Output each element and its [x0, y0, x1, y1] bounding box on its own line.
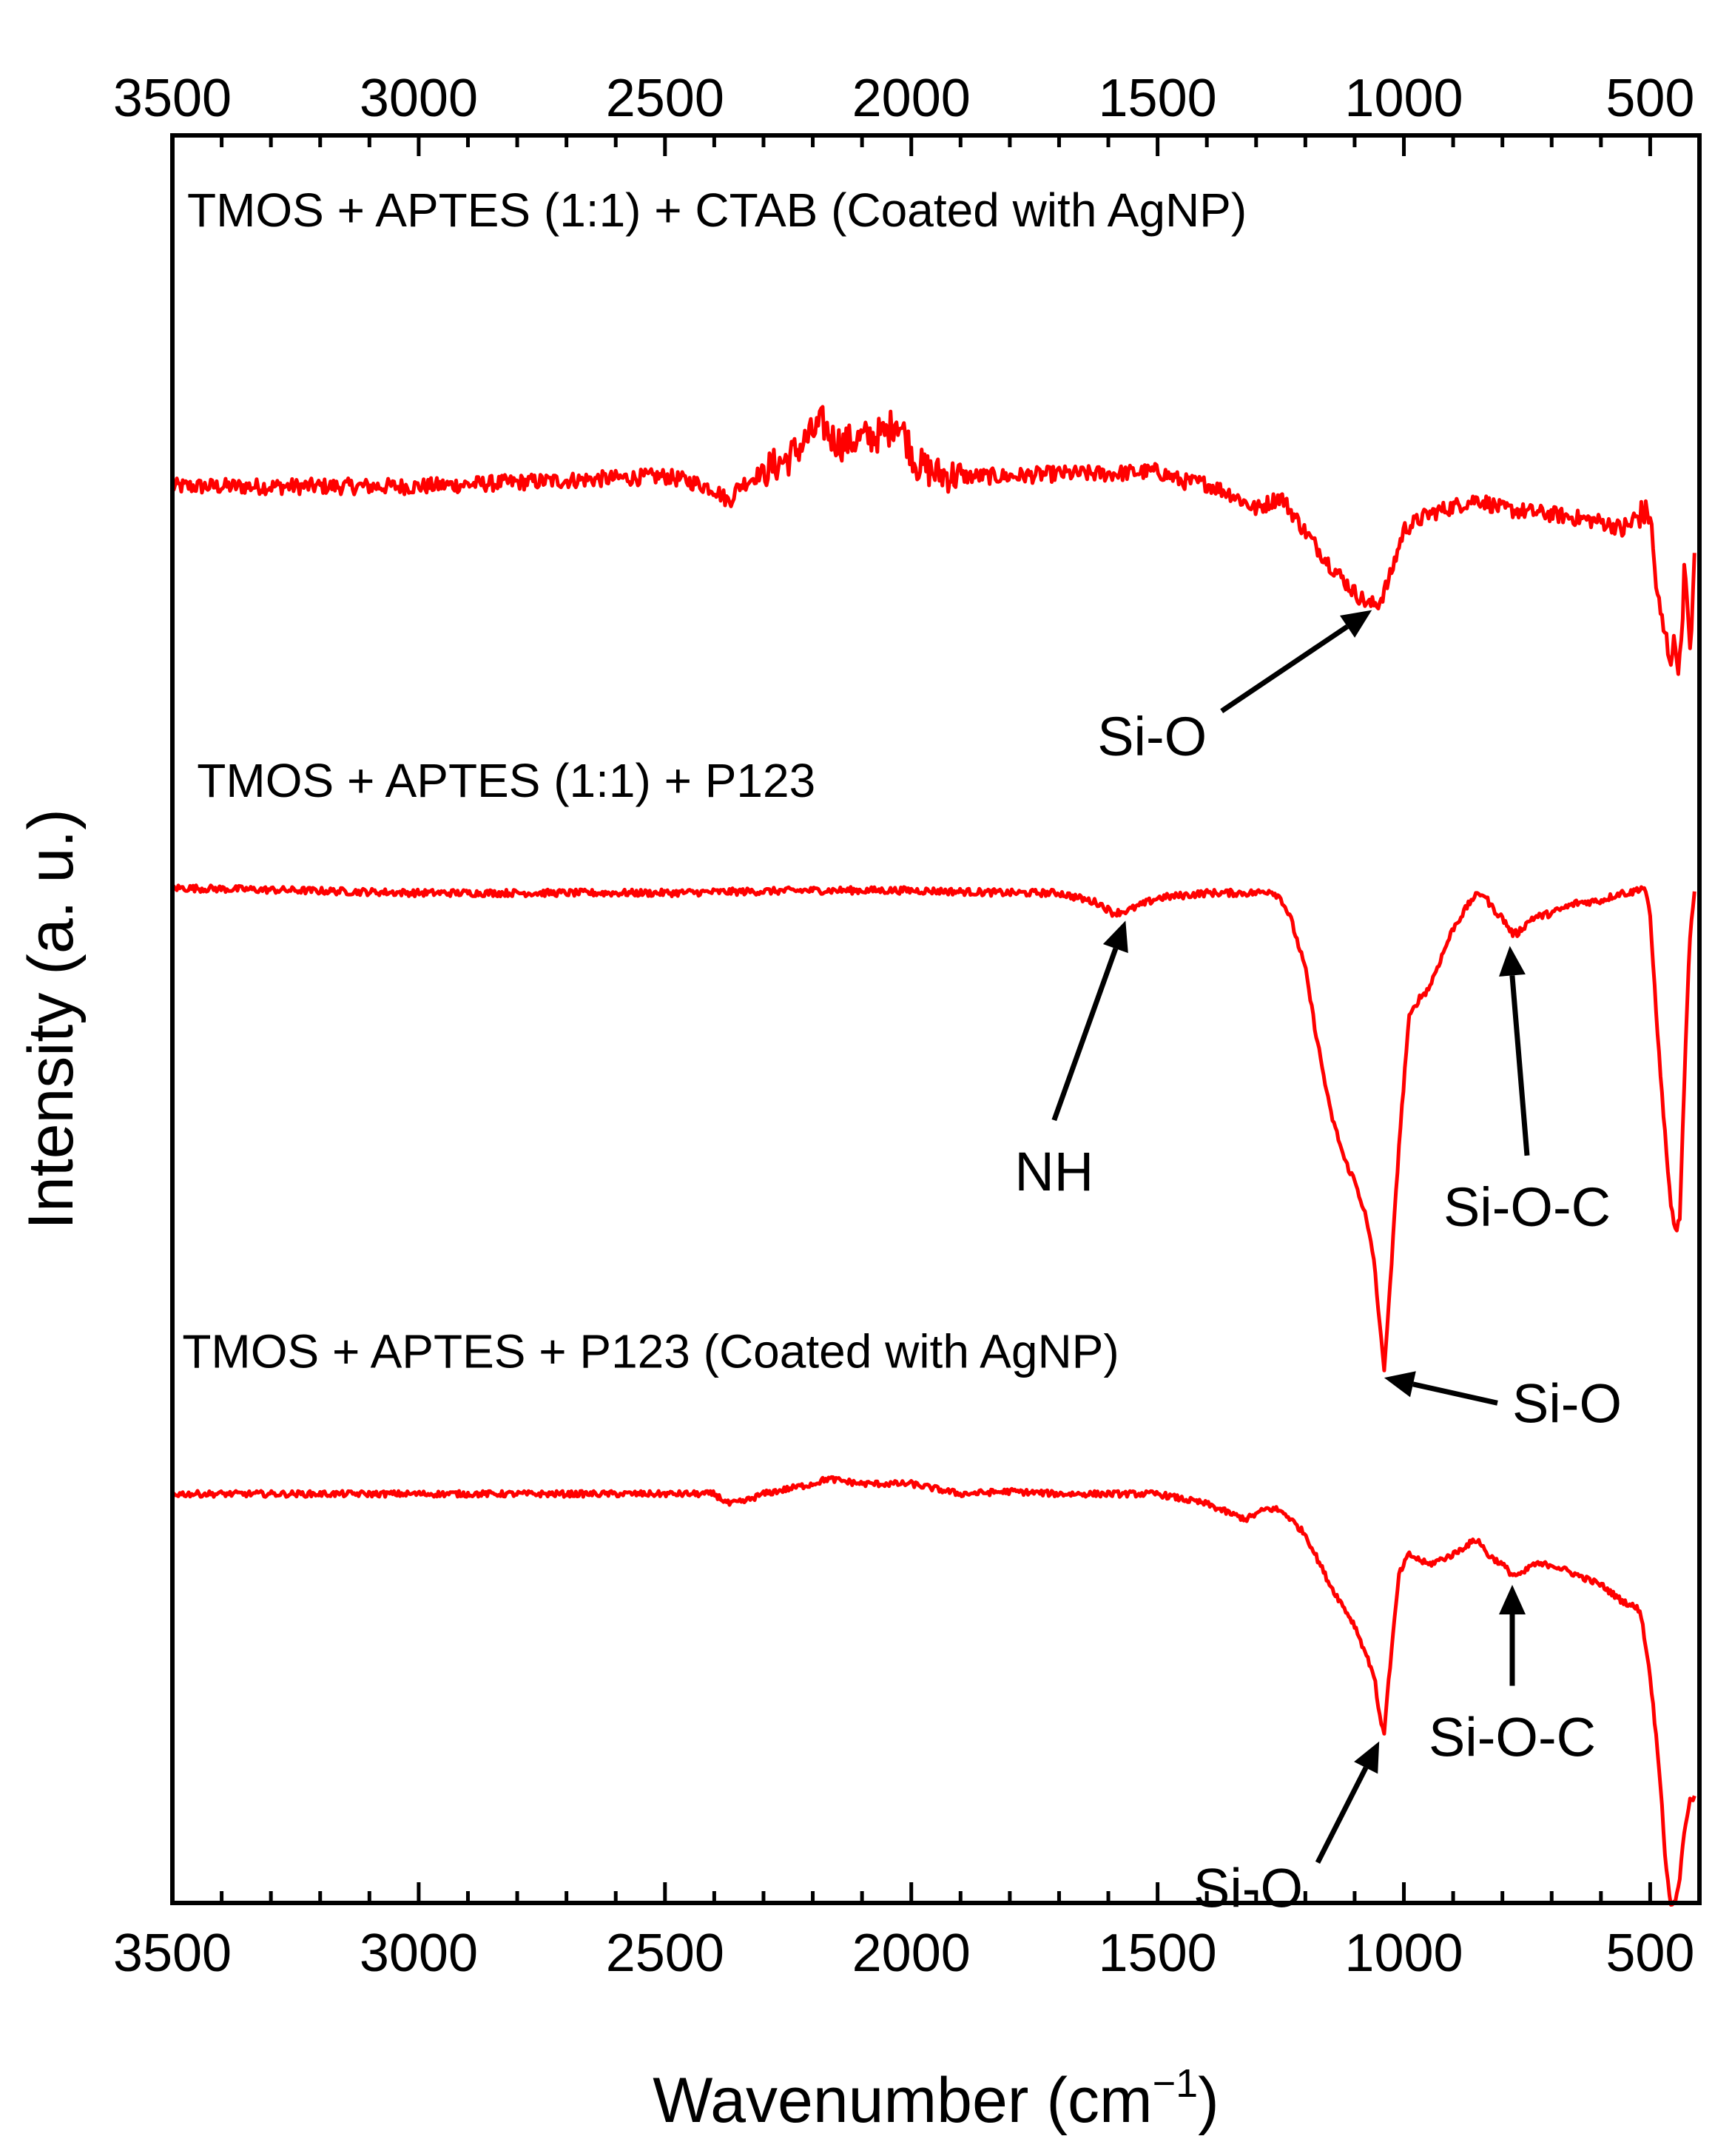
plot-frame: [170, 133, 1702, 1905]
spectrum-line-3: [171, 1475, 1696, 1907]
y-axis-title: Intensity (a. u.): [16, 809, 87, 1230]
annotation-arrow-head: [1102, 920, 1128, 954]
x-tick-label-top: 500: [1605, 69, 1694, 128]
spectrum-line-1: [170, 405, 1696, 676]
x-tick-label-bottom: 1000: [1344, 1924, 1463, 1983]
series-label-2: TMOS + APTES (1:1) + P123: [197, 754, 815, 807]
x-tick-label-bottom: 500: [1605, 1924, 1694, 1983]
annotation-arrow-head: [1499, 1585, 1526, 1614]
annotation-arrow-shaft: [1220, 624, 1349, 714]
annotation-label: Si-O-C: [1443, 1176, 1611, 1238]
annotation-arrow-shaft: [1315, 1766, 1369, 1864]
x-tick-label-top: 3500: [113, 69, 232, 128]
series-label-layer: TMOS + APTES (1:1) + CTAB (Coated with A…: [182, 183, 1622, 1919]
spectrum-line-2: [171, 883, 1696, 1372]
annotation-arrow-shaft: [1412, 1381, 1498, 1406]
series-label-1: TMOS + APTES (1:1) + CTAB (Coated with A…: [187, 183, 1247, 237]
x-tick-label-bottom: 1500: [1099, 1924, 1217, 1983]
annotation-arrow-head: [1354, 1741, 1380, 1774]
annotation-arrow-head: [1340, 610, 1372, 638]
annotation-arrow-head: [1499, 946, 1526, 977]
annotation-label: Si-O: [1193, 1857, 1303, 1918]
annotation-arrow-head: [1384, 1371, 1416, 1398]
series-layer: [170, 405, 1696, 1907]
x-tick-label-top: 1000: [1344, 69, 1463, 128]
x-tick-label-top: 2000: [852, 69, 971, 128]
annotation-layer: [1051, 610, 1530, 1864]
x-tick-label-bottom: 3500: [113, 1924, 232, 1983]
x-tick-label-top: 2500: [606, 69, 724, 128]
x-axis-title-main: Wavenumber (cm: [653, 2065, 1152, 2136]
annotation-arrow-shaft: [1509, 975, 1530, 1156]
x-axis-title: Wavenumber (cm−1): [653, 2061, 1219, 2136]
x-axis-title-superscript: −1: [1153, 2061, 1199, 2106]
x-tick-label-bottom: 2000: [852, 1924, 971, 1983]
x-tick-label-bottom: 3000: [360, 1924, 478, 1983]
x-tick-label-top: 1500: [1099, 69, 1217, 128]
x-axis-title-suffix: ): [1198, 2065, 1219, 2136]
tick-layer: 3500 3500 3000 3000 2500 2500 2000 2000 1500 1500…: [113, 69, 1702, 1983]
annotation-arrow-shaft: [1051, 947, 1119, 1122]
x-tick-label-top: 3000: [360, 69, 478, 128]
series-label-3: TMOS + APTES + P123 (Coated with AgNP): [182, 1324, 1119, 1378]
annotation-label: Si-O: [1097, 706, 1207, 767]
annotation-label: Si-O-C: [1429, 1707, 1596, 1768]
annotation-label: Si-O: [1512, 1372, 1622, 1434]
annotation-label: NH: [1014, 1141, 1094, 1202]
x-tick-label-bottom: 2500: [606, 1924, 724, 1983]
